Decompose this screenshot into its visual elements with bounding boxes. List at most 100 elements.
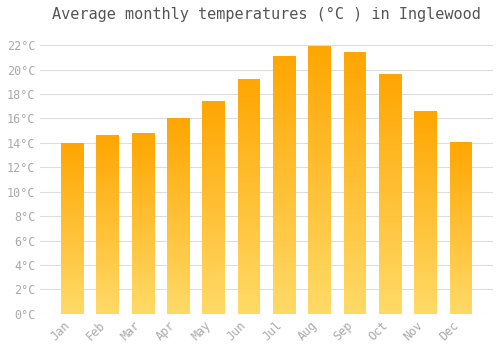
Bar <box>344 267 366 272</box>
Bar <box>167 263 190 267</box>
Bar <box>61 270 84 273</box>
Bar <box>450 155 472 159</box>
Bar <box>61 150 84 153</box>
Bar <box>202 216 225 220</box>
Bar <box>273 175 296 180</box>
Bar <box>273 154 296 159</box>
Bar <box>450 310 472 314</box>
Bar <box>96 282 119 285</box>
Bar <box>273 118 296 123</box>
Bar <box>202 148 225 152</box>
Bar <box>344 105 366 110</box>
Bar <box>132 212 154 216</box>
Bar <box>344 220 366 225</box>
Bar <box>308 223 331 228</box>
Bar <box>379 98 402 103</box>
Bar <box>167 165 190 169</box>
Bar <box>414 135 437 139</box>
Bar <box>132 155 154 158</box>
Bar <box>414 278 437 281</box>
Bar <box>273 149 296 154</box>
Bar <box>202 190 225 195</box>
Bar <box>96 186 119 189</box>
Bar <box>450 262 472 266</box>
Bar <box>132 303 154 307</box>
Bar <box>273 201 296 205</box>
Bar <box>132 220 154 223</box>
Bar <box>202 254 225 259</box>
Bar <box>344 126 366 131</box>
Bar <box>450 269 472 273</box>
Bar <box>344 236 366 241</box>
Bar <box>238 93 260 98</box>
Bar <box>379 295 402 300</box>
Bar <box>132 144 154 147</box>
Bar <box>132 198 154 202</box>
Bar <box>167 212 190 216</box>
Bar <box>61 181 84 184</box>
Bar <box>273 108 296 113</box>
Bar <box>61 170 84 174</box>
Bar <box>132 173 154 176</box>
Bar <box>379 280 402 285</box>
Bar <box>61 256 84 259</box>
Bar <box>61 197 84 201</box>
Bar <box>132 307 154 310</box>
Bar <box>344 94 366 99</box>
Bar <box>379 170 402 175</box>
Bar <box>202 144 225 148</box>
Bar <box>238 154 260 159</box>
Bar <box>344 230 366 236</box>
Bar <box>202 152 225 156</box>
Bar <box>132 285 154 288</box>
Bar <box>414 111 437 115</box>
Bar <box>61 273 84 276</box>
Bar <box>414 233 437 237</box>
Bar <box>450 231 472 235</box>
Bar <box>273 92 296 97</box>
Bar <box>308 159 331 164</box>
Bar <box>167 255 190 259</box>
Bar <box>61 163 84 167</box>
Bar <box>450 245 472 248</box>
Bar <box>132 136 154 140</box>
Bar <box>202 267 225 271</box>
Bar <box>379 213 402 218</box>
Bar <box>450 255 472 259</box>
Bar <box>238 131 260 135</box>
Bar <box>273 56 296 61</box>
Bar <box>414 196 437 200</box>
Bar <box>450 183 472 187</box>
Bar <box>167 122 190 126</box>
Bar <box>344 141 366 147</box>
Bar <box>450 297 472 300</box>
Bar <box>414 208 437 212</box>
Bar <box>344 246 366 251</box>
Bar <box>450 145 472 148</box>
Bar <box>308 84 331 89</box>
Bar <box>167 146 190 150</box>
Bar <box>238 272 260 276</box>
Bar <box>96 293 119 296</box>
Bar <box>379 209 402 213</box>
Bar <box>414 237 437 241</box>
Bar <box>238 135 260 140</box>
Bar <box>414 310 437 314</box>
Bar <box>167 224 190 228</box>
Bar <box>238 178 260 182</box>
Bar <box>273 144 296 149</box>
Bar <box>61 293 84 297</box>
Bar <box>273 211 296 216</box>
Bar <box>202 229 225 233</box>
Bar <box>273 61 296 66</box>
Bar <box>379 146 402 151</box>
Bar <box>414 289 437 294</box>
Bar <box>167 204 190 208</box>
Bar <box>238 89 260 93</box>
Bar <box>61 204 84 208</box>
Bar <box>61 156 84 160</box>
Bar <box>61 287 84 290</box>
Bar <box>344 282 366 288</box>
Bar <box>96 143 119 146</box>
Bar <box>61 303 84 307</box>
